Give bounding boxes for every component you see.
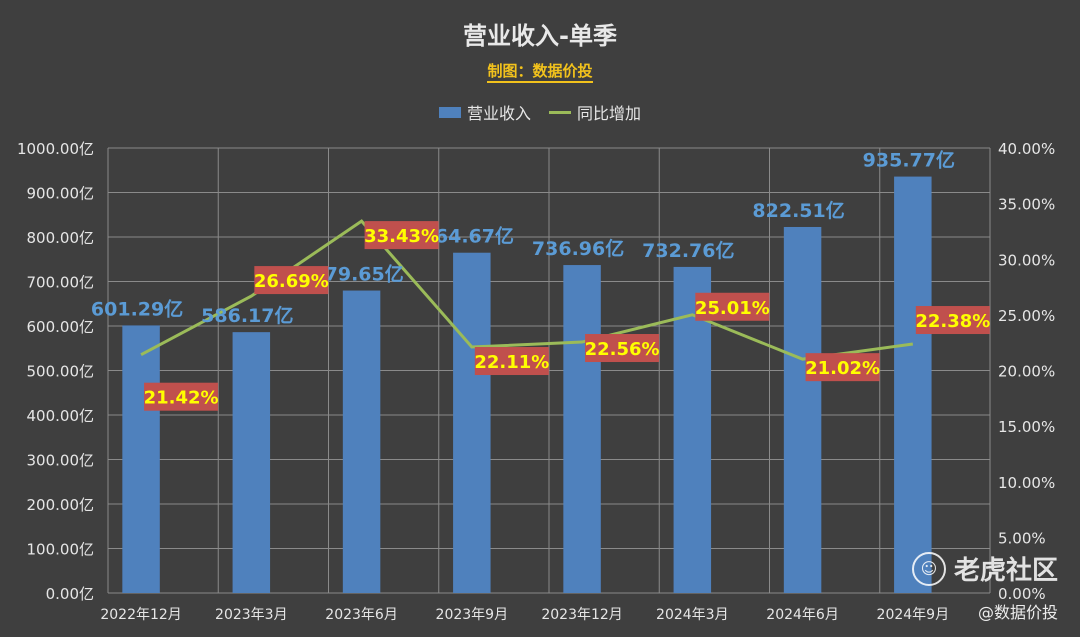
y-left-tick-label: 0.00亿: [46, 585, 94, 603]
y-left-tick-label: 300.00亿: [27, 452, 95, 470]
revenue-bar: [453, 252, 491, 593]
yoy-data-label: 21.02%: [805, 358, 880, 379]
yoy-data-label: 26.69%: [254, 271, 329, 292]
y-right-tick-label: 30.00%: [998, 251, 1055, 269]
legend-label-revenue: 营业收入: [466, 104, 531, 123]
revenue-data-label: 586.17亿: [201, 304, 293, 327]
tiger-community-icon: ☺: [911, 551, 946, 586]
legend-item-revenue: 营业收入: [438, 100, 531, 124]
revenue-bar: [122, 325, 160, 593]
yoy-label-box: [805, 353, 880, 382]
y-left-tick-label: 800.00亿: [27, 229, 95, 247]
y-right-tick-label: 35.00%: [998, 196, 1055, 214]
x-tick-label: 2024年3月: [656, 607, 729, 623]
revenue-bar: [563, 265, 601, 593]
yoy-label-box: [585, 334, 660, 363]
watermark-handle: @数据价投: [977, 603, 1058, 622]
y-right-tick-label: 40.00%: [998, 140, 1055, 158]
y-left-tick-label: 400.00亿: [27, 407, 95, 425]
y-right-tick-label: 15.00%: [998, 418, 1055, 436]
yoy-label-box: [695, 292, 770, 321]
revenue-data-label: 601.29亿: [91, 297, 183, 320]
x-tick-label: 2024年6月: [766, 607, 839, 623]
legend-line-swatch: [549, 110, 571, 114]
revenue-bar: [783, 226, 822, 594]
revenue-bar: [232, 332, 271, 593]
yoy-label-box: [915, 306, 990, 335]
y-left-tick-label: 200.00亿: [27, 496, 95, 514]
yoy-label-box: [364, 221, 439, 250]
x-tick-label: 2024年9月: [877, 607, 950, 623]
yoy-label-box: [254, 266, 329, 295]
y-right-tick-label: 25.00%: [998, 307, 1055, 325]
revenue-data-label: 935.77亿: [863, 149, 955, 172]
chart-subtitle: 制图：数据价投: [0, 60, 1080, 83]
y-left-tick-label: 900.00亿: [27, 185, 95, 203]
yoy-data-label: 33.43%: [364, 226, 439, 247]
y-right-tick-label: 10.00%: [998, 474, 1055, 492]
x-tick-label: 2023年3月: [215, 607, 288, 623]
y-left-tick-label: 600.00亿: [27, 318, 95, 336]
x-tick-label: 2022年12月: [100, 607, 181, 623]
yoy-label-box: [144, 382, 219, 411]
chart-legend: 营业收入 同比增加: [0, 100, 1080, 124]
y-left-tick-label: 1000.00亿: [17, 140, 94, 158]
x-tick-label: 2023年12月: [541, 607, 622, 623]
yoy-data-label: 22.11%: [474, 352, 549, 373]
yoy-label-box: [474, 347, 549, 376]
yoy-data-label: 21.42%: [144, 388, 219, 409]
y-right-tick-label: 20.00%: [998, 363, 1055, 381]
legend-bar-swatch: [438, 106, 461, 118]
revenue-bar: [342, 290, 381, 593]
y-right-tick-label: 5.00%: [998, 529, 1046, 547]
watermark-logo-text: 老虎社区: [953, 556, 1058, 586]
legend-item-yoy: 同比增加: [549, 100, 641, 124]
y-left-tick-label: 500.00亿: [27, 363, 95, 381]
y-left-tick-label: 100.00亿: [27, 541, 95, 559]
revenue-data-label: 736.96亿: [532, 237, 624, 260]
yoy-data-label: 22.38%: [915, 311, 990, 332]
yoy-data-label: 22.56%: [585, 339, 660, 360]
x-tick-label: 2023年6月: [325, 607, 398, 623]
y-left-tick-label: 700.00亿: [27, 274, 95, 292]
revenue-data-label: 679.65亿: [311, 263, 403, 286]
revenue-data-label: 822.51亿: [752, 199, 844, 222]
revenue-data-label: 764.67亿: [422, 225, 514, 248]
chart-title: 营业收入-单季: [463, 22, 617, 50]
revenue-bar: [894, 176, 932, 594]
yoy-data-label: 25.01%: [695, 298, 770, 319]
x-tick-label: 2023年9月: [436, 607, 509, 623]
subtitle-text: 制图：数据价投: [487, 62, 593, 83]
legend-label-yoy: 同比增加: [577, 104, 642, 123]
y-right-tick-label: 0.00%: [998, 585, 1046, 603]
revenue-data-label: 732.76亿: [642, 239, 734, 262]
watermark-logo: ☺ 老虎社区: [911, 550, 1058, 587]
